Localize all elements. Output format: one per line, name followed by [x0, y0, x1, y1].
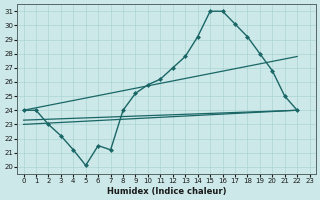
X-axis label: Humidex (Indice chaleur): Humidex (Indice chaleur)	[107, 187, 226, 196]
